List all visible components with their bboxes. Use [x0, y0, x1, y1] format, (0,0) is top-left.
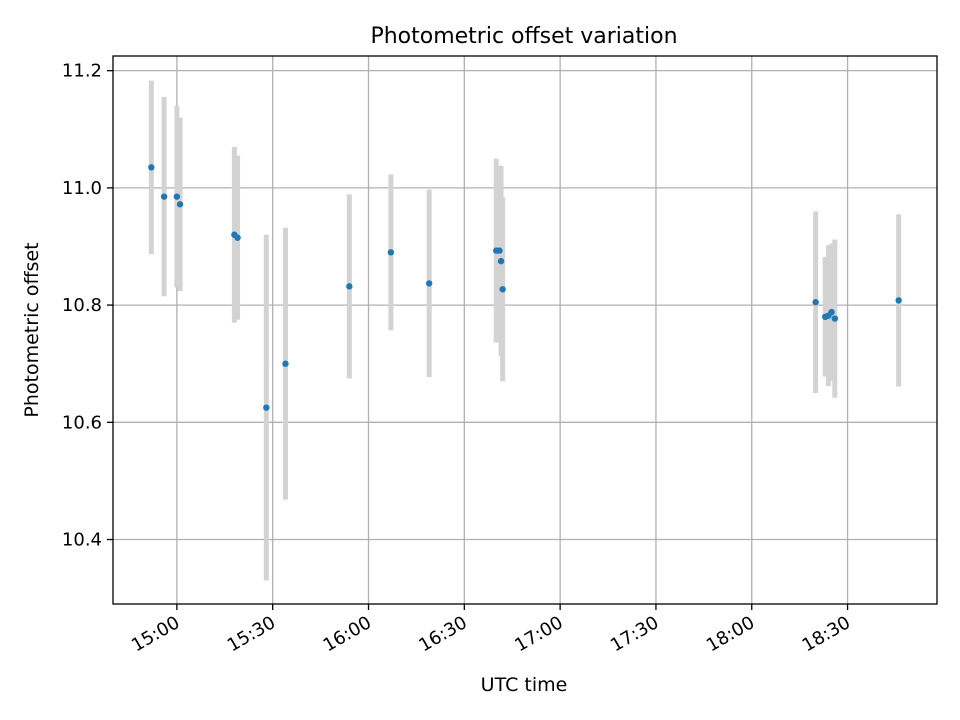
y-tick-label: 10.6: [62, 412, 102, 433]
data-point: [148, 164, 155, 171]
data-points: [148, 164, 902, 411]
data-point: [387, 249, 395, 256]
error-bars: [148, 80, 902, 581]
data-point: [828, 308, 835, 316]
x-tick-label: 18:30: [799, 612, 854, 656]
plot-frame: [112, 55, 938, 605]
data-point: [895, 297, 902, 304]
data-point: [282, 360, 289, 367]
data-point: [176, 201, 184, 208]
y-tick-label: 10.8: [62, 295, 102, 316]
x-tick-label: 17:00: [511, 612, 566, 656]
chart-title: Photometric offset variation: [370, 24, 677, 49]
data-point: [173, 193, 181, 200]
x-axis-label: UTC time: [481, 674, 568, 696]
data-point: [831, 315, 838, 322]
data-point: [425, 280, 433, 287]
x-axis-ticks: 15:00 15:30 16:00 16:30 17:00 17:30 18:00 18:30: [128, 604, 854, 656]
x-tick-label: 15:00: [128, 612, 183, 656]
y-tick-label: 11.0: [62, 178, 102, 199]
data-point: [812, 298, 819, 306]
x-tick-label: 16:00: [320, 612, 375, 656]
y-tick-label: 10.4: [62, 530, 102, 551]
data-point: [499, 286, 506, 293]
x-tick-label: 16:30: [415, 612, 470, 656]
data-point: [496, 247, 503, 254]
x-tick-label: 18:00: [703, 612, 758, 656]
y-tick-label: 11.2: [62, 61, 102, 82]
data-point: [263, 404, 270, 411]
data-point: [497, 257, 505, 265]
data-point: [160, 193, 168, 200]
data-point: [346, 283, 353, 290]
data-point: [234, 234, 241, 241]
y-axis-ticks: 10.4 10.6 10.8 11.0 11.2: [62, 61, 113, 551]
y-axis-label: Photometric offset: [21, 242, 43, 417]
x-tick-label: 17:30: [607, 612, 662, 656]
x-tick-label: 15:30: [224, 612, 279, 656]
